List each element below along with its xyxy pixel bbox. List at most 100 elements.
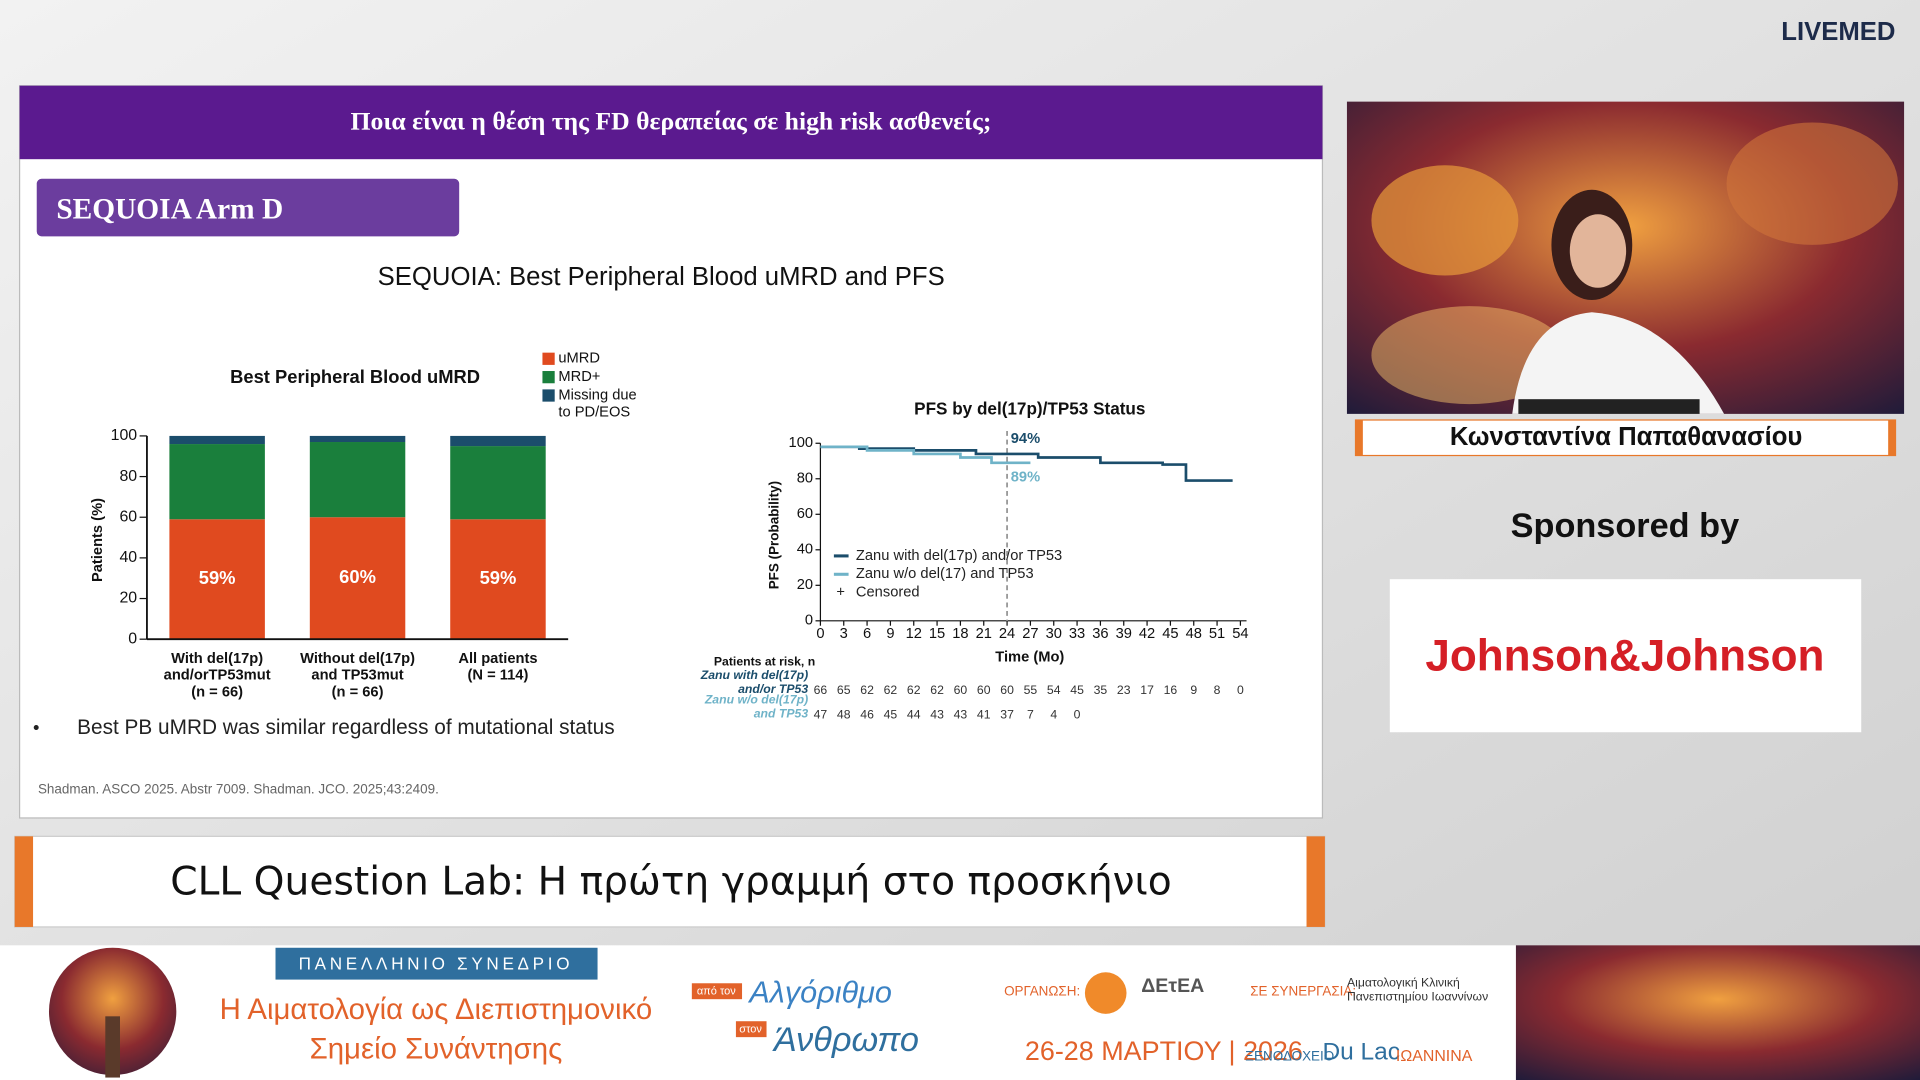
legend-label: Zanu w/o del(17) and TP53 xyxy=(856,566,1034,582)
bar-segment xyxy=(450,519,546,640)
footer-tree xyxy=(48,947,177,1076)
risk-value: 17 xyxy=(1140,683,1154,697)
speaker-name: Κωνσταντίνα Παπαθανασίου xyxy=(1450,423,1803,451)
x-tick-label: 42 xyxy=(1139,626,1155,642)
y-tick-label: 80 xyxy=(119,468,137,485)
risk-value: 43 xyxy=(954,707,968,721)
footer-art xyxy=(1515,945,1920,1080)
risk-value: 66 xyxy=(814,683,828,697)
banner-edge xyxy=(14,836,34,927)
x-tick-label: 6 xyxy=(863,626,871,642)
organizer-label: ΟΡΓΑΝΩΣΗ: xyxy=(1004,983,1080,998)
risk-value: 48 xyxy=(837,707,851,721)
risk-value: 8 xyxy=(1214,683,1221,697)
x-tick-label: 36 xyxy=(1092,626,1108,642)
legend-swatch xyxy=(542,371,555,384)
y-tick-label: 0 xyxy=(805,613,813,629)
algorithm: Αλγόριθμο xyxy=(747,975,892,1009)
legend-label: MRD+ xyxy=(558,369,600,385)
risk-value: 44 xyxy=(907,707,921,721)
y-axis-label: Patients (%) xyxy=(90,498,106,582)
bar-segment xyxy=(309,517,406,640)
y-axis-label: PFS (Probability) xyxy=(767,481,782,589)
video-art xyxy=(1726,122,1898,245)
data-label: 59% xyxy=(199,567,236,588)
partner-label: ΣΕ ΣΥΝΕΡΓΑΣΙΑ: xyxy=(1250,983,1356,998)
y-tick-label: 100 xyxy=(789,435,814,451)
annotation: 94% xyxy=(1011,431,1040,447)
x-tick-label: 51 xyxy=(1209,626,1225,642)
risk-value: 55 xyxy=(1024,683,1038,697)
risk-row-label: Zanu w/o del(17p) and TP53 xyxy=(704,693,809,721)
y-tick-label: 60 xyxy=(797,506,813,522)
sponsor-box xyxy=(1389,579,1862,733)
to: στον xyxy=(739,1024,762,1036)
legend-label: uMRD xyxy=(558,351,600,367)
x-tick-label: With del(17p) and/orTP53mut (n = 66) xyxy=(164,651,271,701)
legend-label: Missing due to PD/EOS xyxy=(558,387,636,420)
charts: Best Peripheral Blood uMRD Patients (%) 0 2… xyxy=(90,351,1249,722)
name-bar-edge xyxy=(1355,420,1363,456)
risk-value: 23 xyxy=(1117,683,1131,697)
risk-value: 9 xyxy=(1190,683,1197,697)
chart-title: PFS by del(17p)/TP53 Status xyxy=(914,399,1145,419)
lectern xyxy=(1518,399,1700,414)
risk-value: 62 xyxy=(884,683,898,697)
slide-title: Ποια είναι η θέση της FD θεραπείας σε hi… xyxy=(351,107,992,136)
partner: Αιματολογική Κλινική Πανεπιστημίου Ιωαννί… xyxy=(1347,975,1488,1003)
risk-value: 37 xyxy=(1000,707,1014,721)
risk-value: 60 xyxy=(977,683,991,697)
x-tick-label: 21 xyxy=(976,626,992,642)
risk-value: 35 xyxy=(1094,683,1108,697)
y-tick-label: 0 xyxy=(128,630,137,647)
video-art xyxy=(1371,306,1568,405)
x-tick-label: 27 xyxy=(1022,626,1038,642)
risk-value: 62 xyxy=(907,683,921,697)
bar-segment xyxy=(309,442,406,518)
logo: LIVEMED xyxy=(1781,18,1895,46)
bar-segment xyxy=(450,435,546,447)
bullet-dot: • xyxy=(33,716,39,737)
risk-value: 54 xyxy=(1047,683,1061,697)
survival-curve xyxy=(820,445,1233,482)
footer-title: Σημείο Συνάντησης xyxy=(310,1032,563,1065)
x-tick-label: 33 xyxy=(1069,626,1085,642)
legend-swatch xyxy=(542,352,555,365)
human: Άνθρωπο xyxy=(772,1021,919,1059)
badge-text: SEQUOIA Arm D xyxy=(56,194,283,226)
banner xyxy=(14,835,1326,928)
x-tick-label: 3 xyxy=(840,626,848,642)
hotel: Du Lac xyxy=(1322,1039,1400,1066)
city: ΙΩΑΝΝΙΝΑ xyxy=(1396,1048,1473,1065)
risk-value: 62 xyxy=(860,683,874,697)
y-tick-label: 80 xyxy=(797,471,813,487)
legend-label: Censored xyxy=(856,585,920,601)
x-tick-label: Without del(17p) and TP53mut (n = 66) xyxy=(300,651,415,701)
bar-segment xyxy=(450,446,546,520)
tag xyxy=(735,1021,767,1038)
sponsor-name: Johnson&Johnson xyxy=(1425,631,1824,680)
name-bar-edge xyxy=(1888,420,1896,456)
risk-row-label: Zanu with del(17p) and/or TP53 xyxy=(700,668,809,696)
risk-value: 41 xyxy=(977,707,991,721)
congress: ΠΑΝΕΛΛΗΝΙΟ ΣΥΝΕΔΡΙΟ xyxy=(299,953,574,973)
dates: 26-28 ΜΑΡΤΙΟΥ | 2026 xyxy=(1025,1036,1303,1066)
data-label: 59% xyxy=(480,567,517,588)
risk-value: 65 xyxy=(837,683,851,697)
risk-value: 45 xyxy=(884,707,898,721)
x-tick-label: 15 xyxy=(929,626,945,642)
x-axis-label: Time (Mo) xyxy=(995,649,1064,665)
organizer: ΔΕτΕΑ xyxy=(1141,975,1204,997)
risk-value: 60 xyxy=(1000,683,1014,697)
legend-label: Zanu with del(17p) and/or TP53 xyxy=(856,548,1062,564)
organizer-logo xyxy=(1084,972,1127,1014)
speaker-body xyxy=(1512,312,1725,414)
y-tick-label: 40 xyxy=(119,549,137,566)
congress-box xyxy=(275,947,598,980)
risk-value: 43 xyxy=(930,707,944,721)
risk-value: 60 xyxy=(954,683,968,697)
x-tick-label: 39 xyxy=(1116,626,1132,642)
risk-title: Patients at risk, n xyxy=(714,655,815,669)
